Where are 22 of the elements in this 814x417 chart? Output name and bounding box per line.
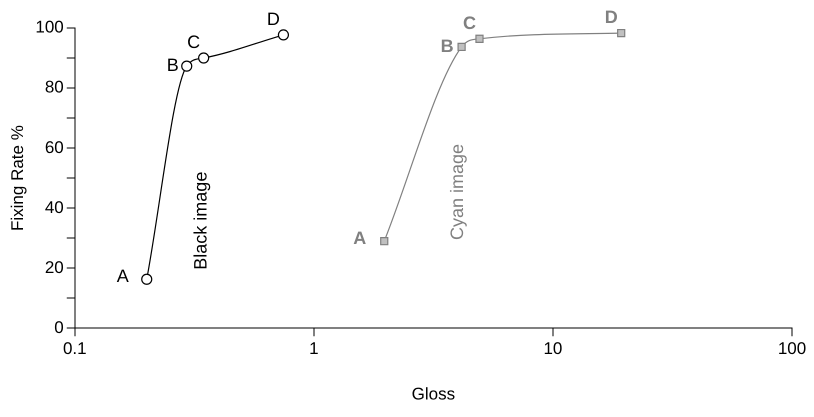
y-axis-title: Fixing Rate %: [8, 125, 27, 232]
data-label: D: [266, 8, 280, 29]
y-tick-label: 80: [44, 78, 64, 97]
x-tick-label: 1: [309, 339, 319, 358]
x-tick-label: 0.1: [62, 339, 87, 358]
data-label: C: [462, 12, 476, 33]
y-tick-label: 100: [35, 18, 64, 37]
text: Black image: [190, 172, 211, 270]
y-tick-label: 60: [44, 138, 64, 157]
data-label: B: [440, 36, 454, 56]
data-label: A: [116, 266, 129, 286]
x-tick-label: 10: [543, 339, 562, 358]
data-label: D: [604, 7, 618, 28]
x-axis-title: Gloss: [412, 384, 456, 404]
y-tick-label: 40: [44, 198, 64, 217]
y-tick-label: 20: [44, 258, 64, 277]
x-tick-label: 100: [778, 339, 806, 358]
data-label: A: [353, 228, 366, 248]
y-tick-label: 0: [54, 318, 64, 337]
data-label: B: [166, 55, 179, 76]
text: Cyan image: [446, 144, 467, 240]
data-label: C: [187, 32, 200, 52]
